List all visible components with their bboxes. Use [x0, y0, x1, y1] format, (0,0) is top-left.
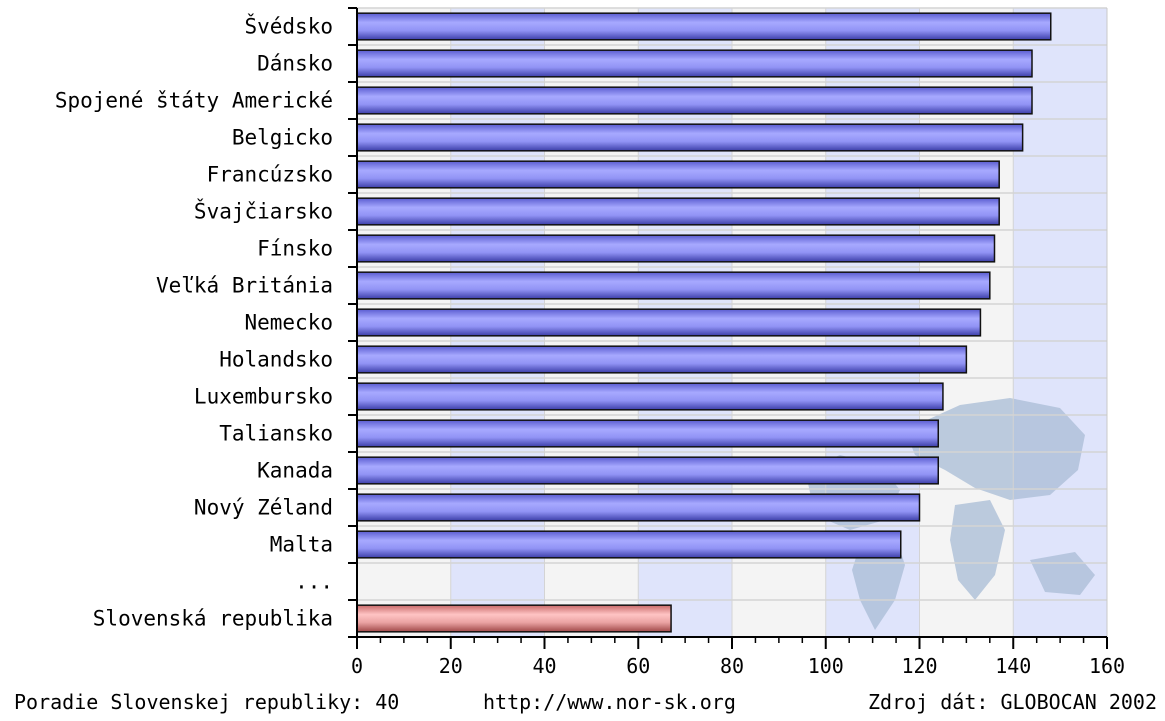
category-label: Fínsko: [257, 237, 333, 261]
x-tick-label: 80: [720, 654, 744, 678]
x-tick-label: 100: [808, 654, 844, 678]
x-tick-label: 20: [439, 654, 463, 678]
bar: [356, 308, 982, 337]
category-label: Slovenská republika: [93, 607, 333, 631]
category-label: Holandsko: [219, 348, 333, 372]
x-tick-label: 0: [351, 654, 363, 678]
bar: [356, 345, 968, 374]
bar: [356, 271, 991, 300]
x-tick-label: 120: [901, 654, 937, 678]
source-url: http://www.nor-sk.org: [483, 690, 736, 714]
map-shape: [852, 535, 905, 630]
category-label: Nemecko: [244, 311, 333, 335]
bar-highlight: [356, 604, 672, 633]
category-label: Luxembursko: [194, 385, 333, 409]
x-tick-label: 140: [995, 654, 1031, 678]
category-label: Švédsko: [244, 14, 333, 39]
bar: [356, 493, 921, 522]
axes: [348, 7, 1108, 649]
category-label: Spojené štáty Americké: [55, 89, 333, 113]
bar: [356, 382, 944, 411]
category-label: Taliansko: [219, 422, 333, 446]
bar: [356, 197, 1000, 226]
category-labels: Švédsko Dánsko Spojené štáty Americké Belgi…: [55, 14, 333, 631]
data-source: Zdroj dát: GLOBOCAN 2002: [868, 690, 1157, 714]
x-tick-label: 60: [626, 654, 650, 678]
bar: [356, 49, 1033, 78]
map-shape: [905, 398, 1085, 500]
category-label: Nový Zéland: [194, 496, 333, 520]
category-label: Dánsko: [257, 52, 333, 76]
category-label: ...: [295, 570, 333, 594]
category-label: Veľká Británia: [156, 274, 333, 298]
bar-chart: Švédsko Dánsko Spojené štáty Americké Belgi…: [55, 7, 1125, 678]
bar: [356, 530, 902, 559]
bar: [356, 86, 1033, 115]
bar: [356, 456, 939, 485]
x-tick-label: 40: [532, 654, 556, 678]
x-tick-label: 160: [1089, 654, 1125, 678]
bar: [356, 419, 939, 448]
rank-note: Poradie Slovenskej republiky: 40: [14, 690, 400, 714]
bar: [356, 123, 1024, 152]
bar: [356, 234, 996, 263]
category-label: Švajčiarsko: [194, 199, 333, 224]
category-label: Malta: [270, 533, 333, 557]
map-shape: [950, 500, 1005, 600]
bar: [356, 12, 1052, 41]
category-label: Belgicko: [232, 126, 333, 150]
bar: [356, 160, 1000, 189]
x-tick-labels: 0 20 40 60 80 100 120 140 160: [351, 654, 1125, 678]
category-label: Kanada: [257, 459, 333, 483]
category-label: Francúzsko: [207, 163, 333, 187]
